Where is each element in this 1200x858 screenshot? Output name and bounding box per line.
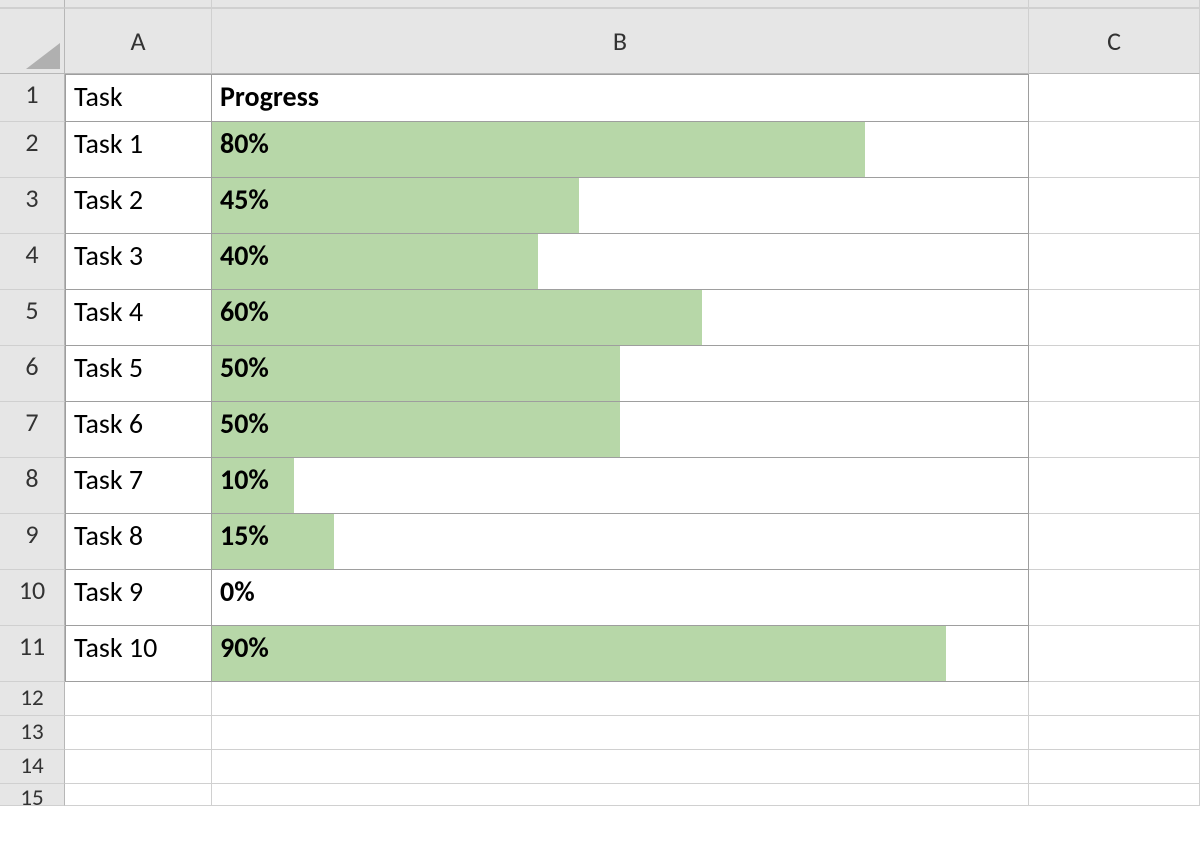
cell-c9[interactable] [1029, 514, 1200, 570]
task-name: Task 3 [74, 238, 143, 273]
cell-c11[interactable] [1029, 626, 1200, 682]
cell-c15[interactable] [1029, 784, 1200, 806]
cell-a12[interactable] [65, 682, 212, 716]
task-name: Task 5 [74, 350, 143, 385]
cell-a5[interactable]: Task 4 [65, 290, 212, 346]
cell-a8[interactable]: Task 7 [65, 458, 212, 514]
row-header-13[interactable]: 13 [0, 716, 65, 750]
cell-a2[interactable]: Task 1 [65, 122, 212, 178]
cell-b1[interactable]: Progress [212, 74, 1029, 122]
row-header-11[interactable]: 11 [0, 626, 65, 682]
progress-label: 10% [212, 458, 269, 501]
row-header-7[interactable]: 7 [0, 402, 65, 458]
task-name: Task 7 [74, 462, 143, 497]
cell-a6[interactable]: Task 5 [65, 346, 212, 402]
cell-a4[interactable]: Task 3 [65, 234, 212, 290]
cell-a3[interactable]: Task 2 [65, 178, 212, 234]
row-header-15[interactable]: 15 [0, 784, 65, 806]
progress-label: 45% [212, 178, 269, 221]
row-header-8[interactable]: 8 [0, 458, 65, 514]
task-name: Task 10 [74, 630, 157, 665]
cell-a11[interactable]: Task 10 [65, 626, 212, 682]
progress-label: 15% [212, 514, 269, 557]
column-header-a[interactable]: A [65, 8, 212, 74]
cell-c12[interactable] [1029, 682, 1200, 716]
cell-b4[interactable]: 40% [212, 234, 1029, 290]
row-header-5[interactable]: 5 [0, 290, 65, 346]
row-header-14[interactable]: 14 [0, 750, 65, 784]
top-strip [212, 0, 1029, 8]
row-header-9[interactable]: 9 [0, 514, 65, 570]
progress-label: 50% [212, 346, 269, 389]
cell-c3[interactable] [1029, 178, 1200, 234]
progress-label: 60% [212, 290, 269, 333]
top-strip [1029, 0, 1200, 8]
cell-c2[interactable] [1029, 122, 1200, 178]
cell-b2[interactable]: 80% [212, 122, 1029, 178]
task-name: Task 6 [74, 406, 143, 441]
spreadsheet-grid[interactable]: ABC1TaskProgress2Task 180%3Task 245%4Tas… [0, 0, 1200, 806]
top-strip [65, 0, 212, 8]
progress-bar-fill [212, 122, 865, 177]
progress-bar-fill [212, 626, 946, 681]
cell-a13[interactable] [65, 716, 212, 750]
cell-b11[interactable]: 90% [212, 626, 1029, 682]
column-header-b[interactable]: B [212, 8, 1029, 74]
cell-b10[interactable]: 0% [212, 570, 1029, 626]
cell-b15[interactable] [212, 784, 1029, 806]
cell-b9[interactable]: 15% [212, 514, 1029, 570]
row-header-10[interactable]: 10 [0, 570, 65, 626]
progress-label: 90% [212, 626, 269, 669]
cell-b14[interactable] [212, 750, 1029, 784]
cell-b5[interactable]: 60% [212, 290, 1029, 346]
row-header-1[interactable]: 1 [0, 74, 65, 122]
progress-label: 80% [212, 122, 269, 165]
header-task-label: Task [74, 79, 123, 114]
row-header-12[interactable]: 12 [0, 682, 65, 716]
cell-b6[interactable]: 50% [212, 346, 1029, 402]
cell-c7[interactable] [1029, 402, 1200, 458]
cell-c8[interactable] [1029, 458, 1200, 514]
progress-bar-fill [212, 346, 620, 401]
cell-c1[interactable] [1029, 74, 1200, 122]
cell-b8[interactable]: 10% [212, 458, 1029, 514]
cell-a14[interactable] [65, 750, 212, 784]
cell-a7[interactable]: Task 6 [65, 402, 212, 458]
cell-b12[interactable] [212, 682, 1029, 716]
task-name: Task 9 [74, 574, 143, 609]
top-strip [0, 0, 65, 8]
cell-c5[interactable] [1029, 290, 1200, 346]
progress-bar-fill [212, 402, 620, 457]
cell-c4[interactable] [1029, 234, 1200, 290]
cell-c13[interactable] [1029, 716, 1200, 750]
row-header-3[interactable]: 3 [0, 178, 65, 234]
task-name: Task 2 [74, 182, 143, 217]
task-name: Task 1 [74, 126, 143, 161]
row-header-2[interactable]: 2 [0, 122, 65, 178]
cell-c6[interactable] [1029, 346, 1200, 402]
progress-label: 50% [212, 402, 269, 445]
cell-a10[interactable]: Task 9 [65, 570, 212, 626]
row-header-6[interactable]: 6 [0, 346, 65, 402]
cell-c14[interactable] [1029, 750, 1200, 784]
cell-a9[interactable]: Task 8 [65, 514, 212, 570]
progress-label: 40% [212, 234, 269, 277]
select-all-corner[interactable] [0, 8, 65, 74]
cell-b3[interactable]: 45% [212, 178, 1029, 234]
cell-b13[interactable] [212, 716, 1029, 750]
cell-c10[interactable] [1029, 570, 1200, 626]
progress-label: 0% [212, 570, 255, 613]
task-name: Task 4 [74, 294, 143, 329]
column-header-c[interactable]: C [1029, 8, 1200, 74]
cell-a15[interactable] [65, 784, 212, 806]
row-header-4[interactable]: 4 [0, 234, 65, 290]
task-name: Task 8 [74, 518, 143, 553]
header-progress-label: Progress [220, 79, 319, 114]
cell-a1[interactable]: Task [65, 74, 212, 122]
progress-bar-fill [212, 290, 702, 345]
cell-b7[interactable]: 50% [212, 402, 1029, 458]
